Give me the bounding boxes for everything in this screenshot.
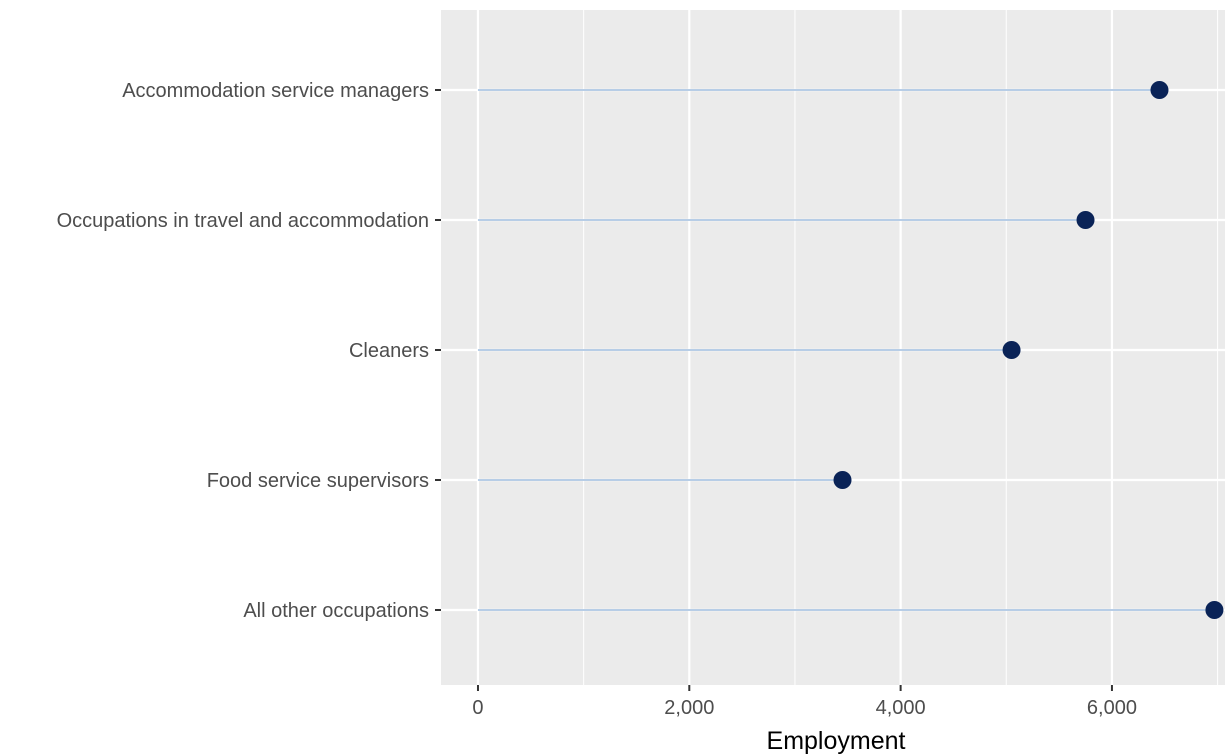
lollipop-points (833, 81, 1224, 619)
y-tick-label: Accommodation service managers (122, 80, 429, 102)
x-tick-label: 4,000 (876, 697, 926, 719)
y-axis: Accommodation service managers Occupation… (57, 80, 441, 622)
y-tick-label: Cleaners (349, 340, 429, 362)
lollipop-point (1205, 601, 1224, 619)
x-tick-label: 0 (472, 697, 483, 719)
lollipop-point (1150, 81, 1169, 99)
x-axis-title: Employment (767, 727, 906, 755)
panel-background (441, 10, 1225, 685)
x-tick-label: 2,000 (664, 697, 714, 719)
lollipop-point (1076, 211, 1095, 229)
y-tick-label: Occupations in travel and accommodation (57, 210, 429, 232)
x-tick-label: 6,000 (1087, 697, 1137, 719)
lollipop-stems (477, 89, 1215, 611)
lollipop-point (833, 471, 852, 489)
x-axis: 0 2,000 4,000 6,000 (472, 685, 1137, 719)
lollipop-point (1002, 341, 1021, 359)
y-tick-label: All other occupations (243, 600, 429, 622)
y-tick-label: Food service supervisors (207, 470, 429, 492)
